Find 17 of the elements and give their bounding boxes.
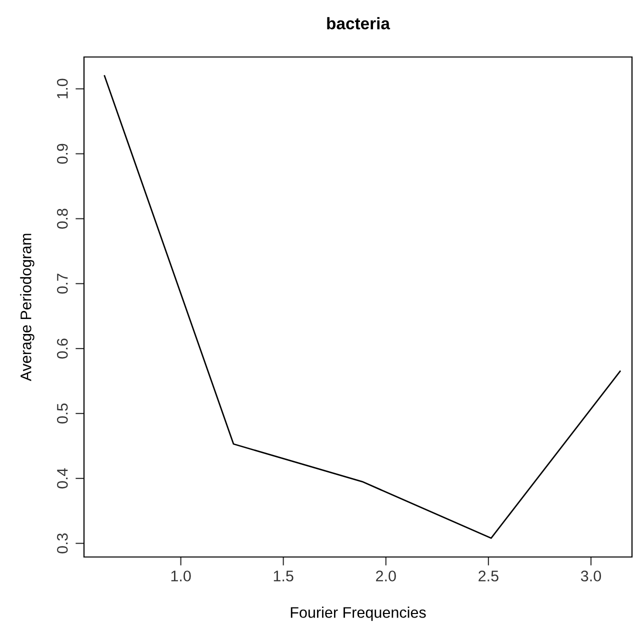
y-axis-title: Average Periodogram [20,234,34,382]
x-tick-label: 1.0 [171,570,191,582]
x-tick-label: 3.0 [580,570,602,582]
y-tick-label: 0.9 [56,144,68,164]
x-tick-label: 1.5 [274,570,294,582]
y-tick-label: 0.4 [56,468,68,488]
x-tick-label: 2.0 [376,570,396,582]
chart-title: bacteria [327,17,390,30]
y-tick-label: 0.7 [56,274,68,294]
y-tick-label: 1.0 [56,78,68,98]
y-tick-label: 0.5 [56,404,68,424]
x-axis-title: Fourier Frequencies [290,606,426,621]
y-tick-label: 0.6 [56,338,68,359]
y-tick-label: 0.3 [56,533,68,554]
y-tick-label: 0.8 [56,208,68,229]
x-tick-label: 2.5 [478,570,498,582]
line-series [104,75,621,539]
